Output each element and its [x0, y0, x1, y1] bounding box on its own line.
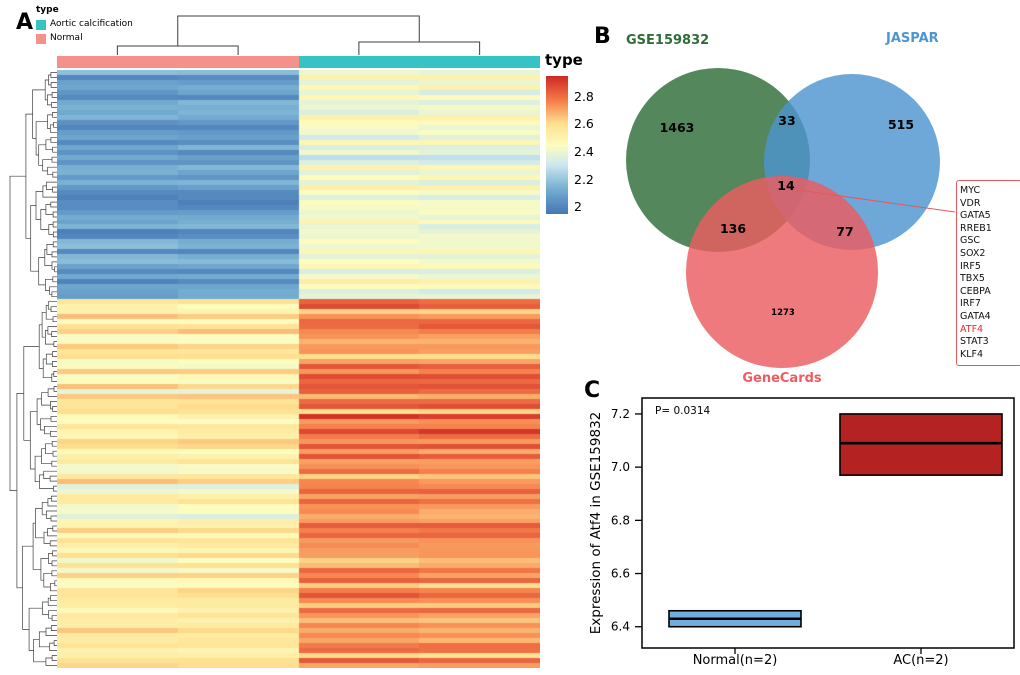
y-tick-label-7: 7.0 [611, 460, 630, 474]
venn-count-gse159832-unique: 1463 [660, 120, 695, 135]
x-category-ac: AC(n=2) [893, 653, 948, 668]
column-dendrogram [116, 15, 481, 55]
venn-circle-genecards [686, 176, 878, 368]
gene-cebpa: CEBPA [960, 285, 991, 297]
row-dendrogram [9, 72, 57, 666]
venn-count-gse-jaspar: 33 [778, 113, 795, 128]
heatmap-colorbar [546, 76, 568, 214]
gene-myc: MYC [960, 185, 981, 196]
colorbar-tick-2.4: 2.4 [574, 143, 594, 159]
p-value-text: P= 0.0314 [655, 405, 711, 417]
gene-stat3: STAT3 [960, 336, 989, 348]
column-annotation-bar [57, 56, 540, 68]
y-axis-label: Expression of Atf4 in GSE159832 [588, 412, 604, 635]
boxplot-frame [641, 397, 1015, 649]
venn-set-label-genecards: GeneCards [742, 371, 822, 386]
venn-set-label-jaspar: JASPAR [885, 31, 939, 46]
annotation-normal-segment [57, 56, 299, 68]
legend-item-aortic-calcification: Aortic calcification [36, 19, 133, 30]
colorbar-tick-labels: 2.8 2.6 2.4 2.2 2 [574, 76, 614, 214]
gene-irf7: IRF7 [960, 298, 981, 310]
venn-count-center: 14 [777, 178, 795, 193]
y-tick-label-7.2: 7.2 [611, 407, 630, 421]
venn-count-gse-genecards: 136 [720, 221, 746, 236]
box-ac [839, 413, 1003, 476]
gene-gsc: GSC [960, 235, 981, 247]
center-gene-list-box: MYC VDR GATA5 RREB1 GSC SOX2 IRF5 TBX5 CEBPA IRF7… [956, 180, 1020, 367]
y-tick-label-6.6: 6.6 [611, 567, 630, 581]
annotation-bar-label: type [545, 51, 583, 69]
gene-rreb1: RREB1 [960, 222, 992, 234]
gene-sox2: SOX2 [960, 247, 986, 259]
gene-gata4: GATA4 [960, 310, 991, 322]
gene-atf4: ATF4 [960, 323, 984, 335]
colorbar-tick-2: 2 [574, 199, 582, 215]
heatmap-type-legend: type Aortic calcification Normal [36, 5, 133, 47]
panel-c-label: C [584, 378, 601, 403]
venn-count-jaspar-genecards: 77 [836, 224, 853, 239]
gene-tbx5: TBX5 [960, 273, 985, 285]
normal-swatch [36, 33, 46, 44]
gene-gata5: GATA5 [960, 210, 991, 222]
legend-item-normal: Normal [36, 33, 133, 44]
row-dendrogram-path [9, 72, 57, 666]
panel-b-label: B [594, 24, 611, 49]
boxplot-dynamic-layer: 6.4 6.6 6.8 7.0 7.2 [611, 407, 1003, 654]
legend-label-normal: Normal [50, 33, 83, 43]
legend-title: type [36, 5, 59, 15]
heatmap-matrix [57, 70, 540, 668]
venn-count-genecards-unique: 1273 [771, 308, 795, 318]
column-dendrogram-path [116, 15, 481, 55]
venn-count-jaspar-unique: 515 [888, 117, 914, 132]
x-category-normal: Normal(n=2) [693, 653, 778, 668]
y-tick-label-6.8: 6.8 [611, 513, 630, 527]
colorbar-tick-2.2: 2.2 [574, 171, 594, 187]
venn-set-label-gse159832: GSE159832 [626, 33, 709, 48]
legend-label-aortic-calcification: Aortic calcification [50, 19, 133, 29]
venn-callout-line [797, 189, 956, 213]
annotation-ac-segment [298, 56, 540, 68]
panel-a-label: A [16, 10, 34, 35]
gene-irf5: IRF5 [960, 260, 981, 272]
colorbar-tick-2.8: 2.8 [574, 88, 594, 104]
colorbar-tick-2.6: 2.6 [574, 116, 594, 132]
gene-klf4: KLF4 [960, 348, 984, 360]
boxplot: P= 0.0314 Expression of Atf4 in GSE15983… [588, 397, 1015, 668]
y-tick-label-6.4: 6.4 [611, 620, 630, 634]
aortic-calcification-swatch [36, 19, 46, 30]
gene-vdr: VDR [960, 197, 981, 209]
venn-diagram: GSE159832 JASPAR GeneCards 1463 33 515 1… [626, 31, 956, 386]
